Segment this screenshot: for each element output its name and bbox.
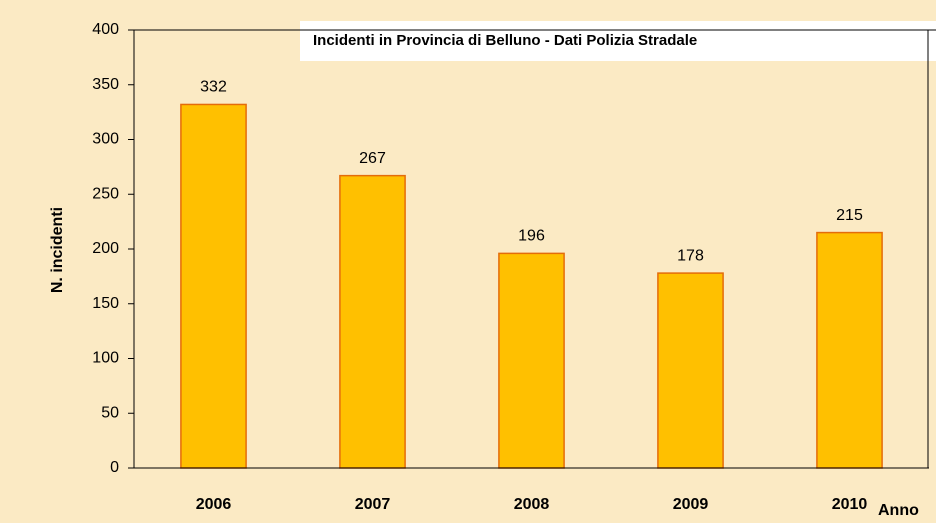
y-tick-label: 200 [92, 240, 119, 257]
bar [657, 272, 724, 469]
x-tick-label: 2007 [355, 496, 391, 513]
y-tick-label: 150 [92, 295, 119, 312]
y-tick-label: 100 [92, 350, 119, 367]
data-label: 196 [518, 228, 545, 245]
x-axis-label: Anno [878, 502, 919, 519]
x-tick-label: 2008 [514, 496, 550, 513]
bar [339, 174, 406, 469]
data-label: 178 [677, 247, 704, 264]
title-box [300, 21, 936, 61]
chart-title: Incidenti in Provincia di Belluno - Dati… [313, 32, 697, 49]
y-tick-label: 400 [92, 21, 119, 38]
x-tick-label: 2010 [832, 496, 868, 513]
bar [816, 231, 883, 469]
y-tick-label: 300 [92, 131, 119, 148]
bar [498, 252, 565, 469]
bar [180, 103, 247, 469]
data-label: 332 [200, 79, 227, 96]
y-tick-label: 50 [101, 404, 119, 421]
y-tick-label: 250 [92, 185, 119, 202]
y-tick-label: 0 [110, 459, 119, 476]
data-label: 215 [836, 207, 863, 224]
x-tick-label: 2006 [196, 496, 232, 513]
data-label: 267 [359, 150, 386, 167]
x-tick-label: 2009 [673, 496, 709, 513]
y-axis-label: N. incidenti [49, 207, 66, 293]
y-tick-label: 350 [92, 76, 119, 93]
